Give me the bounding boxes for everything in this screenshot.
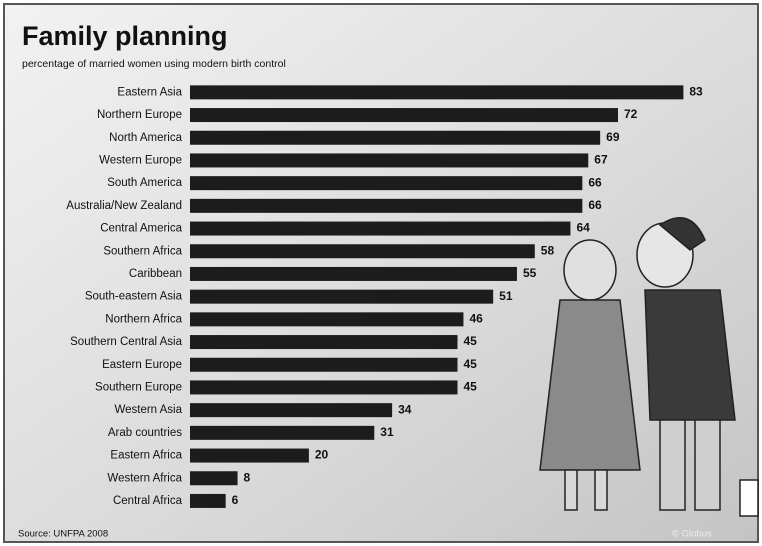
bar [190,357,458,372]
value-label: 66 [588,198,602,212]
category-label: Central America [100,223,182,235]
value-label: 64 [576,221,590,235]
value-label: 34 [398,402,412,416]
bar [190,403,393,418]
value-label: 46 [469,312,483,326]
category-label: Southern Central Asia [70,336,182,348]
girl-head [563,239,617,301]
value-label: 45 [464,380,478,394]
value-label: 6 [232,493,239,507]
bar [190,493,226,508]
bar [190,244,535,259]
value-label: 83 [689,85,703,99]
value-label: 67 [594,153,608,167]
boy-leg [694,419,721,511]
credit: © Globus [672,529,712,540]
value-label: 45 [464,357,478,371]
category-label: Southern Africa [103,245,182,257]
value-label: 72 [624,107,638,121]
bar [190,289,494,304]
source: Source: UNFPA 2008 [18,529,108,540]
category-label: Eastern Europe [102,359,182,371]
category-label: Eastern Africa [110,450,182,462]
illustration [539,217,759,517]
bar [190,335,458,350]
boy-leg [659,419,686,511]
bar [190,266,517,281]
bar [190,448,309,463]
girl-leg [594,469,608,511]
category-label: Western Europe [99,154,182,166]
value-label: 51 [499,289,513,303]
bar [190,312,464,327]
logo-box [739,479,759,517]
girl-dress [539,299,641,471]
bar [190,108,618,123]
value-label: 45 [464,334,478,348]
bar [190,85,684,100]
category-label: Central Africa [113,495,183,507]
boy-shirt [644,289,736,421]
category-label: Australia/New Zealand [66,200,182,212]
bar [190,198,583,213]
category-label: North America [109,132,182,144]
bar [190,380,458,395]
bar [190,471,238,486]
value-label: 31 [380,425,394,439]
value-label: 8 [244,470,251,484]
boy-hair [658,217,706,251]
category-label: South-eastern Asia [85,291,183,303]
category-label: Eastern Asia [117,86,182,98]
bar [190,153,589,168]
category-label: South America [107,177,182,189]
value-label: 20 [315,448,329,462]
chart-title: Family planning [22,21,228,51]
category-label: Northern Africa [105,313,182,325]
bar [190,130,601,145]
bar [190,221,571,236]
category-label: Western Africa [107,472,182,484]
girl-leg [564,469,578,511]
category-label: Northern Europe [97,109,182,121]
category-label: Caribbean [129,268,182,280]
value-label: 58 [541,243,555,257]
value-label: 66 [588,175,602,189]
category-label: Southern Europe [95,381,182,393]
value-label: 69 [606,130,620,144]
chart-subtitle: percentage of married women using modern… [22,58,286,70]
category-label: Arab countries [108,427,182,439]
bar [190,176,583,191]
category-label: Western Asia [114,404,182,416]
bar [190,425,375,440]
value-label: 55 [523,266,537,280]
